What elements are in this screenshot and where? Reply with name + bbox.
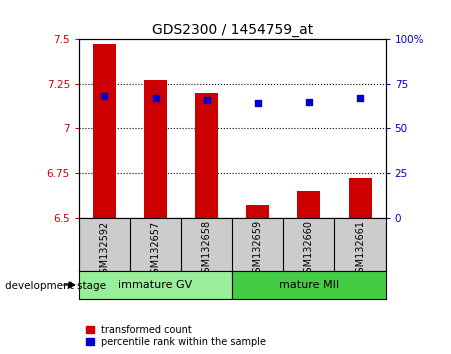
Point: [305, 99, 313, 104]
Text: immature GV: immature GV: [119, 280, 193, 290]
Title: GDS2300 / 1454759_at: GDS2300 / 1454759_at: [152, 23, 313, 36]
Text: GSM132661: GSM132661: [355, 220, 365, 279]
Bar: [297, 191, 320, 218]
Text: GSM132659: GSM132659: [253, 220, 263, 280]
Text: development stage: development stage: [5, 281, 106, 291]
Bar: [232, 271, 386, 299]
Point: [101, 93, 108, 99]
Text: GSM132592: GSM132592: [100, 220, 110, 280]
Legend: transformed count, percentile rank within the sample: transformed count, percentile rank withi…: [84, 323, 268, 349]
Point: [254, 101, 262, 106]
Bar: [79, 271, 232, 299]
Text: GSM132660: GSM132660: [304, 220, 314, 279]
Point: [356, 95, 364, 101]
Bar: [93, 44, 116, 218]
Bar: [349, 178, 372, 218]
Text: mature MII: mature MII: [279, 280, 339, 290]
Text: GSM132658: GSM132658: [202, 220, 212, 280]
Bar: [246, 205, 269, 218]
Text: GSM132657: GSM132657: [151, 220, 161, 280]
Bar: [144, 80, 167, 218]
Bar: [195, 93, 218, 218]
Point: [203, 97, 210, 103]
Point: [152, 95, 159, 101]
